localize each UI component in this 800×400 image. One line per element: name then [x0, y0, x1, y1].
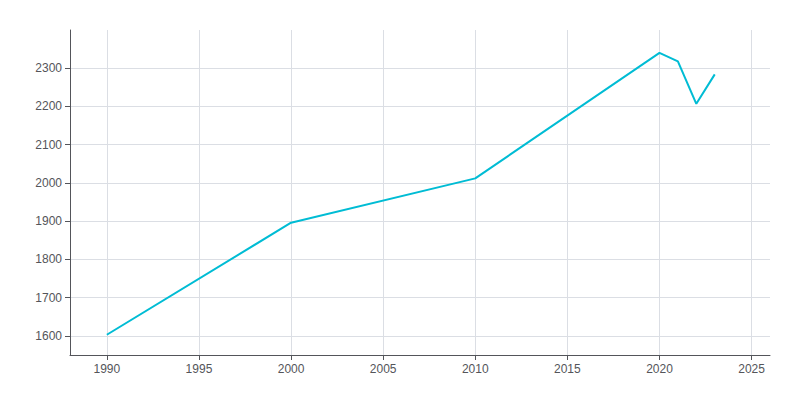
svg-text:2015: 2015 [554, 362, 581, 376]
svg-text:1700: 1700 [35, 291, 62, 305]
svg-text:1800: 1800 [35, 252, 62, 266]
svg-text:2300: 2300 [35, 61, 62, 75]
svg-text:2000: 2000 [278, 362, 305, 376]
svg-text:2100: 2100 [35, 138, 62, 152]
svg-text:2020: 2020 [646, 362, 673, 376]
svg-text:1600: 1600 [35, 329, 62, 343]
svg-text:2010: 2010 [462, 362, 489, 376]
svg-text:1900: 1900 [35, 214, 62, 228]
svg-text:2000: 2000 [35, 176, 62, 190]
svg-text:2025: 2025 [738, 362, 765, 376]
svg-text:1995: 1995 [186, 362, 213, 376]
svg-text:1990: 1990 [93, 362, 120, 376]
svg-text:2005: 2005 [370, 362, 397, 376]
svg-text:2200: 2200 [35, 99, 62, 113]
